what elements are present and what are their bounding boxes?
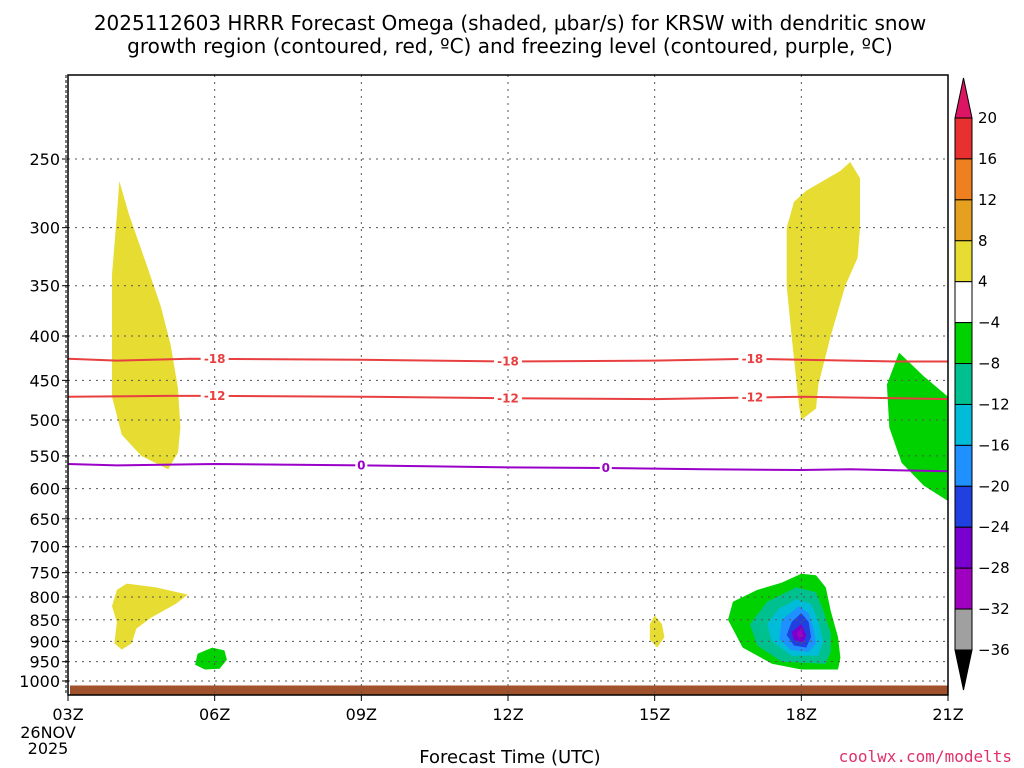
y-tick-label: 300 [29, 219, 60, 238]
y-tick-label: 900 [29, 632, 60, 651]
y-tick-label: 700 [29, 538, 60, 557]
colorbar-bin [954, 281, 973, 324]
colorbar-bin [954, 363, 973, 405]
contour-label: -18 [497, 354, 519, 368]
colorbar-bin [954, 403, 973, 446]
contour-label: 0 [357, 458, 365, 472]
colorbar-bin [954, 567, 973, 610]
colorbar-bin [954, 199, 973, 242]
x-tick-label: 03Z [52, 705, 83, 724]
contour-line [67, 394, 949, 401]
y-tick-label: 800 [29, 588, 60, 607]
colorbar-bin [954, 485, 973, 528]
colorbar-label: 4 [978, 273, 988, 291]
omega-shaded-region [112, 181, 181, 470]
colorbar-bin [954, 158, 973, 201]
omega-shaded-region [649, 615, 665, 648]
contour-label-bg [599, 461, 612, 476]
x-axis-title: Forecast Time (UTC) [419, 747, 600, 768]
y-tick-label: 950 [29, 653, 60, 672]
colorbar-bin [954, 240, 973, 283]
colorbar-bin [954, 444, 973, 487]
y-tick-label: 650 [29, 510, 60, 529]
contour-label-bg [200, 388, 229, 403]
colorbar-label: −12 [978, 395, 1010, 413]
x-tick-label: 15Z [639, 705, 670, 724]
x-tick-label: 12Z [492, 705, 523, 724]
x-start-date-year: 2025 [28, 739, 69, 758]
y-tick-label: 550 [29, 447, 60, 466]
colorbar-bin [954, 322, 973, 365]
colorbar-label: −8 [978, 355, 1000, 373]
colorbar-label: 8 [978, 232, 988, 250]
credit-link[interactable]: coolwx.com/modelts [839, 747, 1012, 766]
contour-label: -12 [497, 391, 519, 405]
y-tick-label: 350 [29, 277, 60, 296]
axes: 250 300 350 400 450 500 550 600 650 700 750 800 850 9… [19, 74, 964, 724]
contour-label-bg [200, 351, 229, 366]
y-tick-label: 450 [29, 371, 60, 390]
omega-shaded-region [195, 647, 227, 670]
y-tick-label: 600 [29, 480, 60, 499]
colorbar-over-arrow [954, 77, 973, 119]
colorbar-bin [954, 608, 973, 651]
x-tick-label: 18Z [786, 705, 817, 724]
contour-label-bg [738, 351, 767, 366]
colorbar-label: 12 [978, 191, 997, 209]
y-tick-label: 250 [29, 150, 60, 169]
colorbar-label: −16 [978, 436, 1010, 454]
colorbar-label: −36 [978, 641, 1010, 659]
contours: -18 -18 -18 -12 -12 -12 0 0 [67, 351, 949, 476]
contour-label: -18 [204, 352, 226, 366]
x-start-date-day: 26NOV [20, 723, 76, 742]
contour-label-bg [355, 458, 368, 473]
x-tick-label: 21Z [932, 705, 963, 724]
colorbar: 20 16 12 8 4 −4 −8 −12 −16 −20 −24 −28 −32 −36 [954, 77, 1010, 691]
colorbar-bin [954, 526, 973, 569]
omega-shaded-region [786, 162, 860, 420]
omega-shaded-region [886, 352, 948, 501]
colorbar-label: −4 [978, 314, 1000, 332]
chart-title-line-1: 2025112603 HRRR Forecast Omega (shaded, … [94, 11, 926, 35]
omega-shaded-region [112, 583, 188, 650]
contour-line [67, 357, 948, 363]
contour-label: -12 [204, 389, 226, 403]
colorbar-label: 20 [978, 109, 997, 127]
colorbar-label: 16 [978, 150, 997, 168]
y-tick-label: 750 [29, 564, 60, 583]
x-tick-label: 09Z [346, 705, 377, 724]
contour-label: 0 [602, 461, 610, 475]
y-tick-label: 850 [29, 611, 60, 630]
colorbar-label: −20 [978, 477, 1010, 495]
contour-label: -12 [742, 391, 764, 405]
terrain-band [70, 685, 948, 695]
colorbar-label: −32 [978, 600, 1010, 618]
contour-label-bg [494, 391, 522, 406]
contour-label-bg [738, 390, 767, 405]
chart-title-line-2: growth region (contoured, red, ºC) and f… [127, 34, 893, 58]
contour-label-bg [494, 354, 522, 369]
colorbar-label: −24 [978, 518, 1010, 536]
contour-label: -18 [742, 352, 764, 366]
y-tick-label: 400 [29, 327, 60, 346]
x-tick-label: 06Z [199, 705, 230, 724]
colorbar-label: −28 [978, 559, 1010, 577]
y-tick-label: 500 [29, 411, 60, 430]
contour-line [67, 462, 949, 473]
colorbar-bin [954, 117, 973, 160]
colorbar-under-arrow [954, 649, 973, 691]
y-tick-label: 1000 [19, 672, 60, 691]
